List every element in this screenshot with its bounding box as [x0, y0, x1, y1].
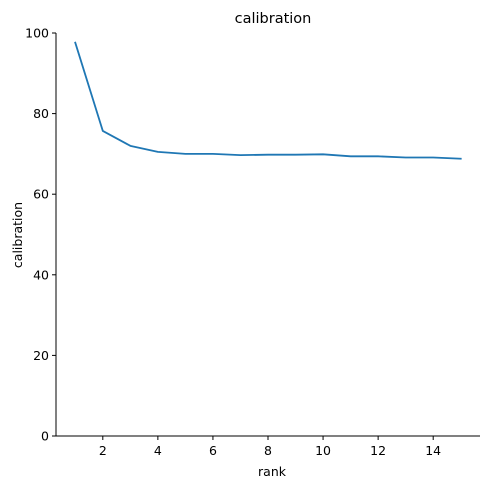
chart-title: calibration: [235, 11, 312, 27]
series-layer: [74, 41, 462, 160]
x-axis-ticks: 2 4 6 8 10 12 14: [99, 436, 441, 458]
x-tick-label: 12: [370, 443, 386, 458]
y-tick-label: 60: [33, 187, 49, 202]
y-tick-label: 0: [41, 429, 49, 444]
x-tick-label: 10: [315, 443, 331, 458]
x-tick-label: 14: [425, 443, 441, 458]
y-tick-label: 20: [33, 348, 49, 363]
y-tick-label: 40: [33, 267, 49, 282]
x-tick-label: 6: [209, 443, 217, 458]
y-axis-label: calibration: [10, 202, 25, 268]
x-tick-label: 8: [264, 443, 272, 458]
y-tick-label: 100: [25, 26, 49, 41]
x-tick-label: 2: [99, 443, 107, 458]
x-axis-label: rank: [258, 464, 287, 479]
series-line: [74, 41, 462, 160]
x-tick-label: 4: [154, 443, 162, 458]
y-axis-ticks: 0 20 40 60 80 100: [25, 26, 56, 444]
y-tick-label: 80: [33, 106, 49, 121]
